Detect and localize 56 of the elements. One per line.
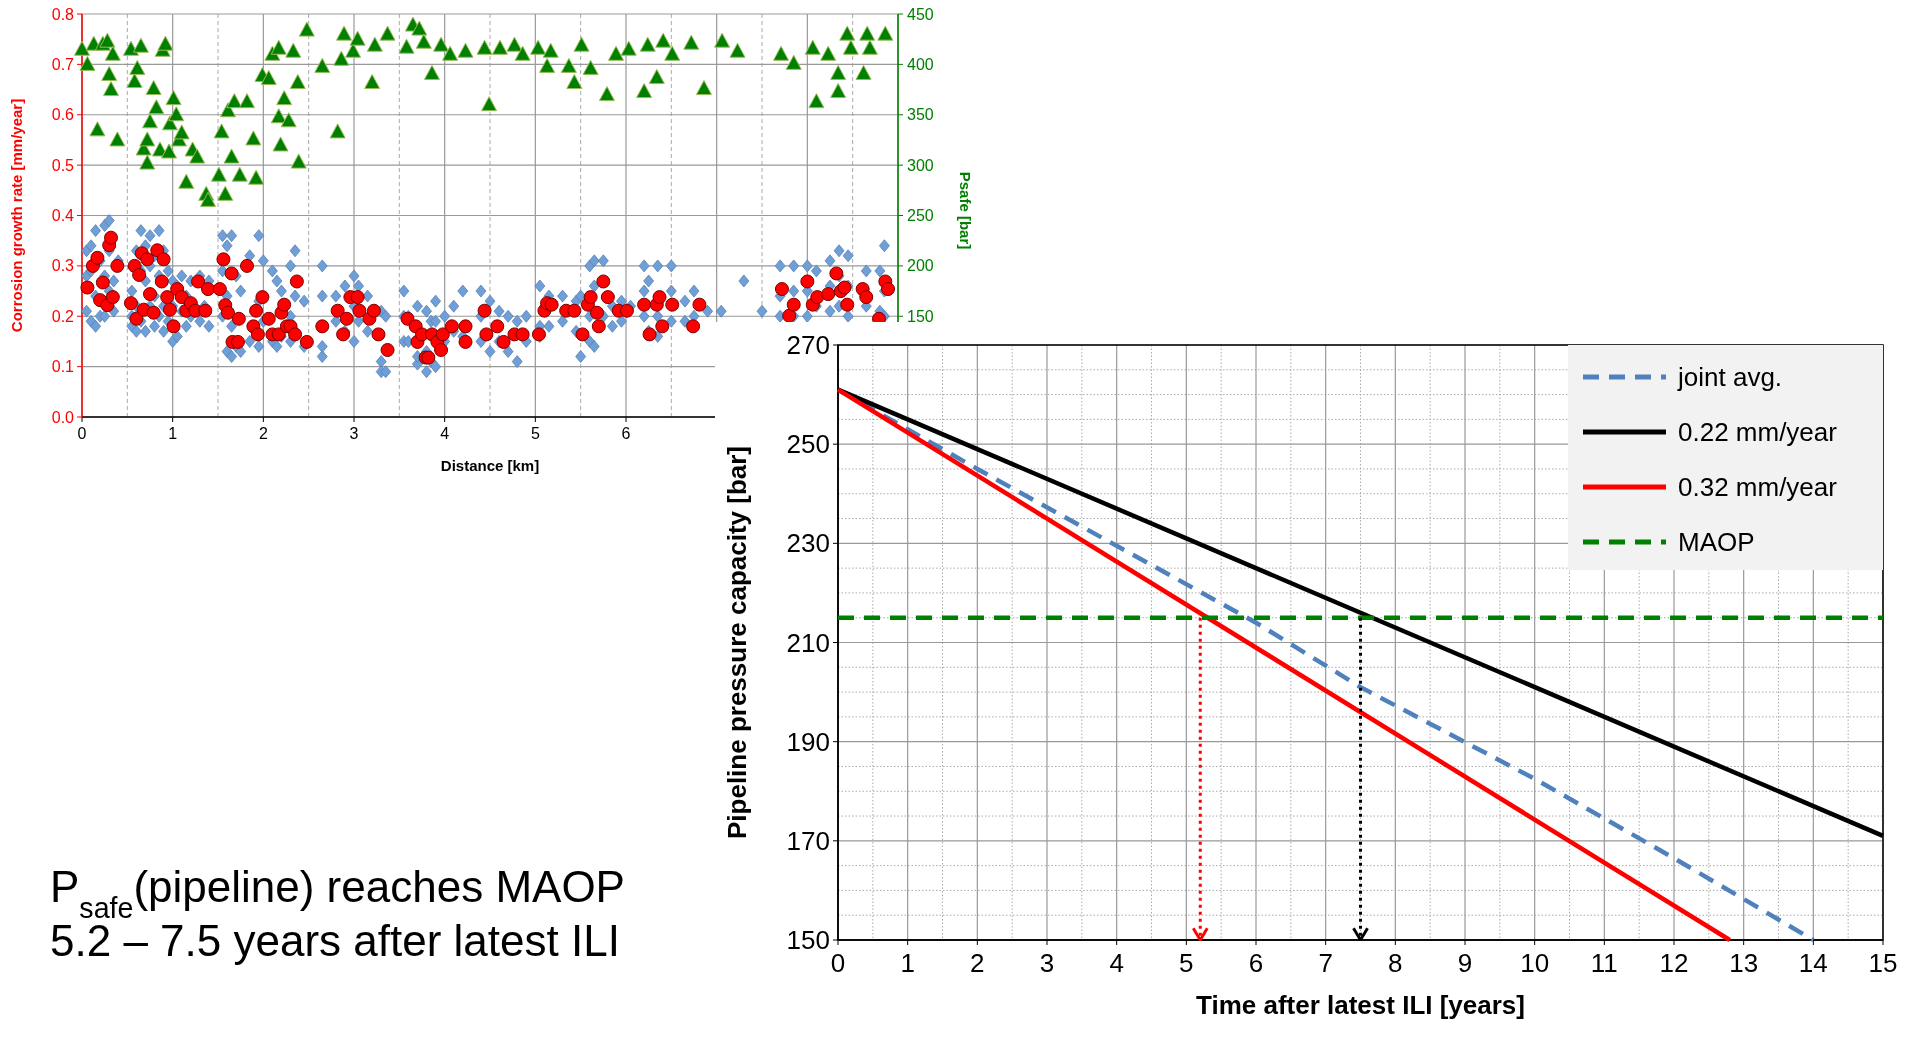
x-tick-label: 4 — [1109, 948, 1124, 978]
y2-tick-label: 450 — [907, 5, 934, 23]
x-tick-label: 7 — [1318, 948, 1333, 978]
x-tick-label: 6 — [621, 425, 631, 442]
x-tick-label: 3 — [1039, 948, 1055, 978]
y2-axis-title: Psafe [bar] — [957, 171, 974, 250]
legend-label: joint avg. — [1677, 362, 1783, 393]
x-tick-label: 0 — [830, 948, 846, 978]
x-tick-label: 15 — [1868, 948, 1898, 978]
y-tick-label: 170 — [786, 825, 830, 856]
text: P$_{safe}$(pipeline) reaches MAOP — [50, 862, 625, 924]
x-tick-label: 0 — [77, 425, 87, 442]
y-tick-label: 190 — [786, 726, 830, 757]
legend-label: MAOP — [1678, 527, 1755, 558]
y2-tick-label: 350 — [907, 106, 934, 124]
y2-tick-label: 250 — [907, 207, 934, 225]
y2-tick-label: 300 — [907, 156, 934, 174]
x-tick-label: 10 — [1520, 948, 1550, 978]
x-tick-label: 2 — [258, 425, 268, 442]
x-tick-label: 4 — [440, 425, 450, 442]
y-tick-label: 270 — [786, 330, 830, 361]
y2-tick-label: 200 — [907, 257, 934, 275]
x-tick-label: 11 — [1590, 948, 1618, 978]
x-tick-label: 14 — [1798, 948, 1828, 978]
y-tick-label: 0.4 — [51, 207, 75, 225]
y-axis-title: Pipeline pressure capacity [bar] — [722, 445, 752, 840]
y2-tick-label: 400 — [907, 55, 934, 73]
y-tick-label: 150 — [786, 925, 830, 956]
y-tick-label: 0.8 — [51, 5, 75, 23]
x-tick-label: 8 — [1388, 948, 1403, 978]
y2-tick-label: 150 — [907, 307, 934, 325]
x-tick-label: 12 — [1659, 948, 1689, 978]
x-tick-label: 2 — [970, 948, 985, 978]
x-tick-label: 1 — [900, 948, 915, 978]
y-tick-label: 0.5 — [51, 156, 75, 174]
y-tick-label: 0.3 — [51, 257, 75, 275]
x-tick-label: 5 — [530, 425, 540, 442]
y-tick-label: 250 — [786, 429, 830, 460]
x-tick-label: 6 — [1248, 948, 1264, 978]
legend-label: 0.32 mm/year — [1678, 472, 1838, 503]
y-tick-label: 0.1 — [51, 358, 75, 376]
legend-label: 0.22 mm/year — [1678, 417, 1838, 448]
x-tick-label: 13 — [1729, 948, 1759, 978]
x-axis-title: Distance [km] — [440, 457, 540, 474]
y-tick-label: 230 — [786, 528, 830, 559]
y-axis-title: Corrosion growth rate [mm/year] — [8, 98, 25, 333]
y-tick-label: 0.7 — [51, 55, 75, 73]
y-tick-label: 0.2 — [51, 307, 75, 325]
x-tick-label: 3 — [349, 425, 359, 442]
y-tick-label: 0.6 — [51, 106, 75, 124]
x-tick-label: 5 — [1179, 948, 1194, 978]
y-tick-label: 0.0 — [51, 408, 75, 426]
x-axis-title: Time after latest ILI [years] — [1196, 990, 1525, 1020]
y-tick-label: 210 — [786, 627, 830, 658]
x-tick-label: 9 — [1457, 948, 1473, 978]
x-tick-label: 1 — [168, 425, 178, 442]
